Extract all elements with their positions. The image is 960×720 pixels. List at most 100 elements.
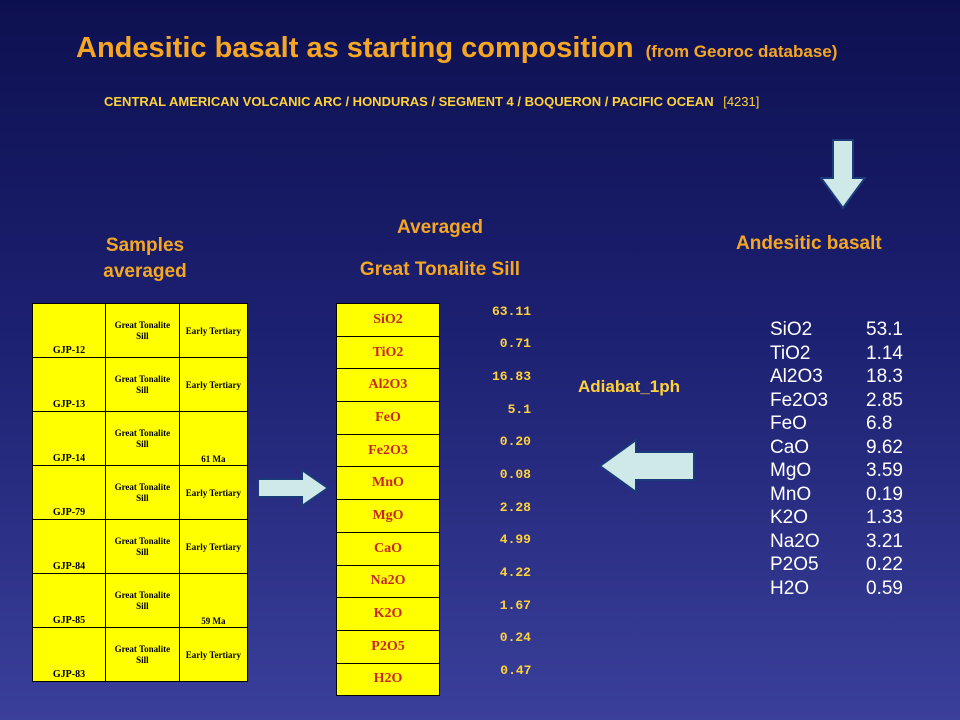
sample-unit: Great Tonalite Sill <box>105 627 180 682</box>
sample-id: GJP-84 <box>31 519 107 574</box>
averaged-oxide: H2O <box>336 662 440 697</box>
sample-id: GJP-85 <box>31 573 107 628</box>
averaged-value: 0.08 <box>499 466 531 482</box>
averaged-row: TiO2 0.71 <box>336 335 536 370</box>
composition-oxide: P2O5 <box>770 554 819 575</box>
averaged-value: 4.22 <box>499 565 531 580</box>
sample-age: Early Tertiary <box>178 519 249 574</box>
composition-row: TiO2 1.14 <box>770 342 903 366</box>
averaged-row: FeO 5.1 <box>336 401 536 435</box>
averaged-row: K2O 1.67 <box>336 597 536 631</box>
averaged-value: 63.11 <box>491 303 531 319</box>
sample-id: GJP-12 <box>31 303 107 358</box>
sample-unit: Great Tonalite Sill <box>105 357 180 412</box>
adiabat-label: Adiabat_1ph <box>578 377 681 396</box>
sample-id: GJP-13 <box>31 357 107 412</box>
andesitic-composition-list: SiO2 53.1 TiO2 1.14 Al2O3 18.3 Fe2O3 2.85 FeO 6.8… <box>770 318 903 600</box>
composition-value: 6.8 <box>866 413 893 434</box>
sample-age: Early Tertiary <box>178 465 249 520</box>
composition-value: 1.14 <box>866 342 903 364</box>
averaged-row: P2O5 0.24 <box>336 629 536 664</box>
composition-oxide: MgO <box>770 460 812 481</box>
sample-age: Early Tertiary <box>178 627 249 682</box>
composition-row: P2O5 0.22 <box>770 553 903 577</box>
averaged-value: 0.24 <box>499 630 531 646</box>
composition-oxide: Al2O3 <box>770 366 823 387</box>
slide-title: Andesitic basalt as starting composition… <box>76 32 837 65</box>
samples-heading-line2: averaged <box>103 261 187 282</box>
composition-oxide: TiO2 <box>770 342 811 364</box>
composition-oxide: SiO2 <box>770 319 813 340</box>
composition-value: 53.1 <box>866 319 903 340</box>
composition-oxide: FeO <box>770 413 807 434</box>
sample-row: GJP-14 Great Tonalite Sill 61 Ma <box>31 411 249 466</box>
sample-age: 59 Ma <box>178 573 249 628</box>
composition-row: H2O 0.59 <box>770 577 903 601</box>
down-arrow-icon <box>820 139 867 210</box>
averaged-oxide: Fe2O3 <box>336 433 440 468</box>
averaged-oxide: MnO <box>336 466 440 501</box>
andesitic-heading: Andesitic basalt <box>736 233 882 254</box>
composition-value: 0.59 <box>866 577 903 599</box>
averaged-oxide: TiO2 <box>336 335 440 370</box>
averaged-oxide: SiO2 <box>336 303 440 337</box>
averaged-row: Fe2O3 0.20 <box>336 433 536 468</box>
composition-value: 0.22 <box>866 554 903 575</box>
averaged-row: CaO 4.99 <box>336 531 536 566</box>
composition-oxide: MnO <box>770 483 812 505</box>
averaged-value: 2.28 <box>499 499 531 515</box>
composition-row: K2O 1.33 <box>770 506 903 530</box>
sample-row: GJP-13 Great Tonalite Sill Early Tertiary <box>31 357 249 412</box>
title-source: (from Georoc database) <box>645 42 838 61</box>
averaged-value: 4.99 <box>499 532 531 548</box>
location-text: CENTRAL AMERICAN VOLCANIC ARC / HONDURAS… <box>104 94 714 109</box>
composition-row: SiO2 53.1 <box>770 318 903 342</box>
composition-row: Fe2O3 2.85 <box>770 389 903 413</box>
averaged-row: Al2O3 16.83 <box>336 368 536 403</box>
composition-row: MnO 0.19 <box>770 483 903 507</box>
averaged-oxide: Na2O <box>336 564 440 599</box>
composition-oxide: Fe2O3 <box>770 389 829 411</box>
averaged-row: Na2O 4.22 <box>336 564 536 599</box>
averaged-value: 0.47 <box>500 663 532 679</box>
composition-row: Na2O 3.21 <box>770 530 903 554</box>
samples-table: GJP-12 Great Tonalite Sill Early Tertiary G… <box>31 303 249 682</box>
composition-value: 3.21 <box>866 530 903 552</box>
right-arrow-icon <box>257 468 330 508</box>
composition-value: 1.33 <box>866 507 903 528</box>
title-main: Andesitic basalt as starting composition <box>76 32 634 64</box>
composition-value: 9.62 <box>866 436 903 458</box>
averaged-oxide: CaO <box>336 531 440 566</box>
sample-age: Early Tertiary <box>178 357 249 412</box>
averaged-heading-line2: Great Tonalite Sill <box>359 259 521 280</box>
composition-oxide: CaO <box>770 436 810 458</box>
sample-row: GJP-84 Great Tonalite Sill Early Tertiary <box>31 519 249 574</box>
averaged-table: SiO2 63.11 TiO2 0.71 Al2O3 16.83 FeO 5.1 Fe2O3 0.… <box>336 303 536 697</box>
averaged-value: 16.83 <box>491 368 531 384</box>
sample-unit: Great Tonalite Sill <box>105 519 180 574</box>
averaged-heading-line1: Averaged <box>397 217 483 238</box>
sample-row: GJP-79 Great Tonalite Sill Early Tertiary <box>31 465 249 520</box>
sample-id: GJP-14 <box>31 411 107 466</box>
averaged-oxide: P2O5 <box>336 629 440 664</box>
composition-value: 18.3 <box>866 366 903 387</box>
sample-unit: Great Tonalite Sill <box>105 411 180 466</box>
averaged-row: H2O 0.47 <box>336 662 536 697</box>
sample-row: GJP-12 Great Tonalite Sill Early Tertiary <box>31 303 249 358</box>
averaged-row: MnO 0.08 <box>336 466 536 501</box>
sample-age: 61 Ma <box>178 411 249 466</box>
averaged-oxide: MgO <box>336 499 440 533</box>
composition-oxide: Na2O <box>770 530 820 552</box>
sample-row: GJP-85 Great Tonalite Sill 59 Ma <box>31 573 249 628</box>
averaged-row: SiO2 63.11 <box>336 303 536 337</box>
composition-row: FeO 6.8 <box>770 412 903 436</box>
averaged-heading: Averaged Great Tonalite Sill <box>330 217 550 281</box>
samples-heading: Samples averaged <box>70 233 220 285</box>
left-arrow-icon <box>598 438 695 494</box>
averaged-oxide: K2O <box>336 597 440 631</box>
sample-age: Early Tertiary <box>178 303 249 358</box>
averaged-row: MgO 2.28 <box>336 499 536 533</box>
averaged-value: 1.67 <box>499 597 531 613</box>
sample-id: GJP-83 <box>31 627 107 682</box>
composition-row: Al2O3 18.3 <box>770 365 903 389</box>
